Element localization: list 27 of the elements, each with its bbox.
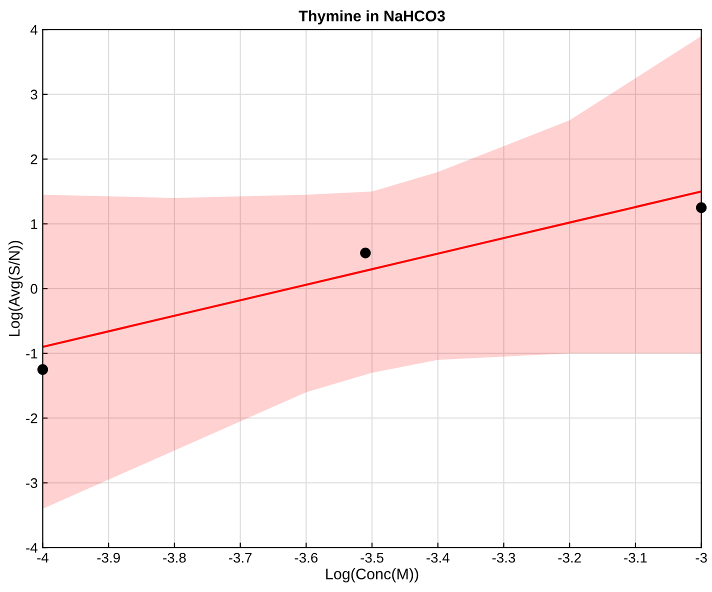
x-tick-label: -3.6 (294, 552, 318, 563)
x-tick-label: -3.2 (558, 552, 581, 563)
point (696, 202, 707, 214)
point (37, 364, 48, 375)
y-tick-label: 2 (30, 154, 38, 164)
x-tick-label: -3.4 (426, 552, 450, 563)
y-tick-label: -2 (26, 413, 38, 424)
x-axis-title: Log(Conc(M)) (326, 568, 418, 582)
x-tick-label: -3.8 (163, 552, 186, 563)
line-series (42, 190, 702, 348)
y-tick-label: -4 (26, 543, 38, 553)
x-tick-label: -3 (696, 552, 707, 563)
x-tick-label: -3.9 (97, 552, 120, 563)
point (360, 248, 371, 258)
x-tick-label: -3.3 (492, 552, 516, 563)
x-tick-label: -3.7 (228, 552, 252, 563)
x-tick-label: -3.5 (360, 552, 384, 563)
y-tick-label: 4 (30, 25, 38, 35)
y-axis-title: Log(Avg(S/N)) (8, 240, 23, 336)
y-tick-label: 0 (30, 284, 38, 294)
chart-title: Thymine in NaHCO3 (298, 10, 445, 24)
x-tick-label: -4 (37, 552, 48, 563)
y-tick-label: -1 (26, 348, 38, 358)
x-tick-label: -3.1 (624, 552, 647, 563)
y-tick-label: 1 (31, 219, 38, 229)
y-tick-label: 3 (30, 90, 38, 100)
y-tick-label: -3 (26, 478, 38, 488)
